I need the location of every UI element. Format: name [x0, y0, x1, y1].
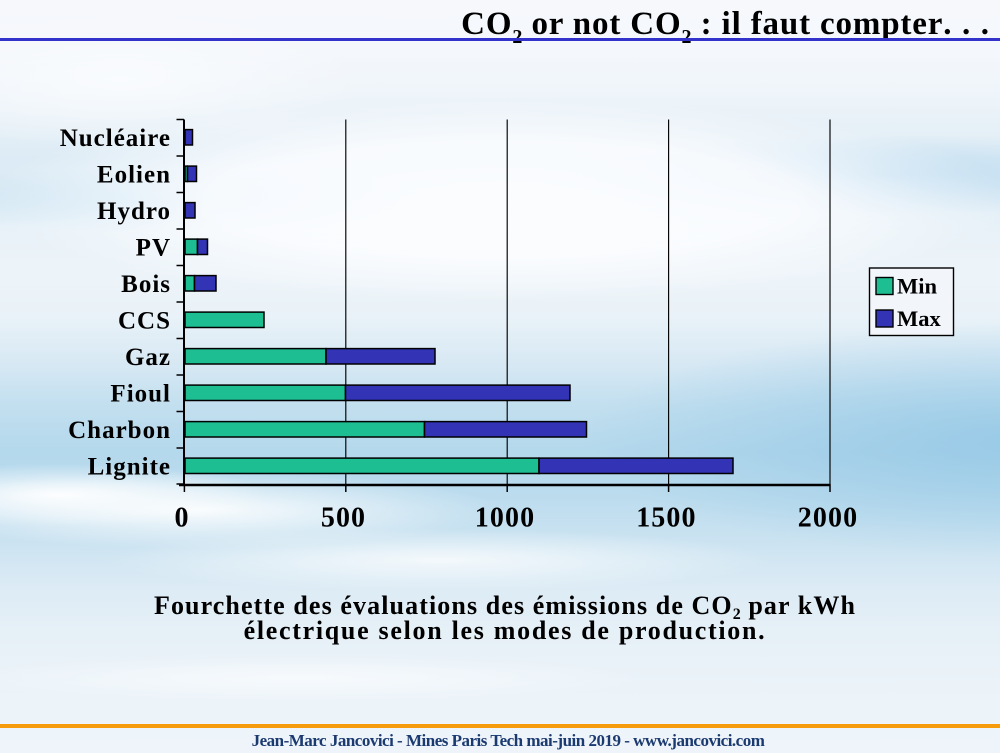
- svg-text:Charbon: Charbon: [68, 417, 171, 444]
- svg-text:Lignite: Lignite: [88, 454, 171, 481]
- svg-text:2000: 2000: [798, 503, 858, 534]
- svg-text:Eolien: Eolien: [97, 162, 171, 189]
- svg-text:Hydro: Hydro: [97, 198, 171, 225]
- svg-text:CCS: CCS: [118, 308, 171, 335]
- svg-text:Max: Max: [897, 306, 941, 331]
- svg-text:Bois: Bois: [121, 271, 171, 298]
- svg-text:1000: 1000: [475, 503, 535, 534]
- svg-text:1500: 1500: [636, 503, 696, 534]
- svg-text:Min: Min: [897, 274, 937, 299]
- svg-text:Nucléaire: Nucléaire: [60, 125, 171, 152]
- svg-text:PV: PV: [136, 235, 171, 262]
- svg-text:Fioul: Fioul: [110, 381, 171, 408]
- svg-text:0: 0: [174, 503, 189, 534]
- svg-text:500: 500: [321, 503, 366, 534]
- svg-text:Gaz: Gaz: [125, 344, 171, 371]
